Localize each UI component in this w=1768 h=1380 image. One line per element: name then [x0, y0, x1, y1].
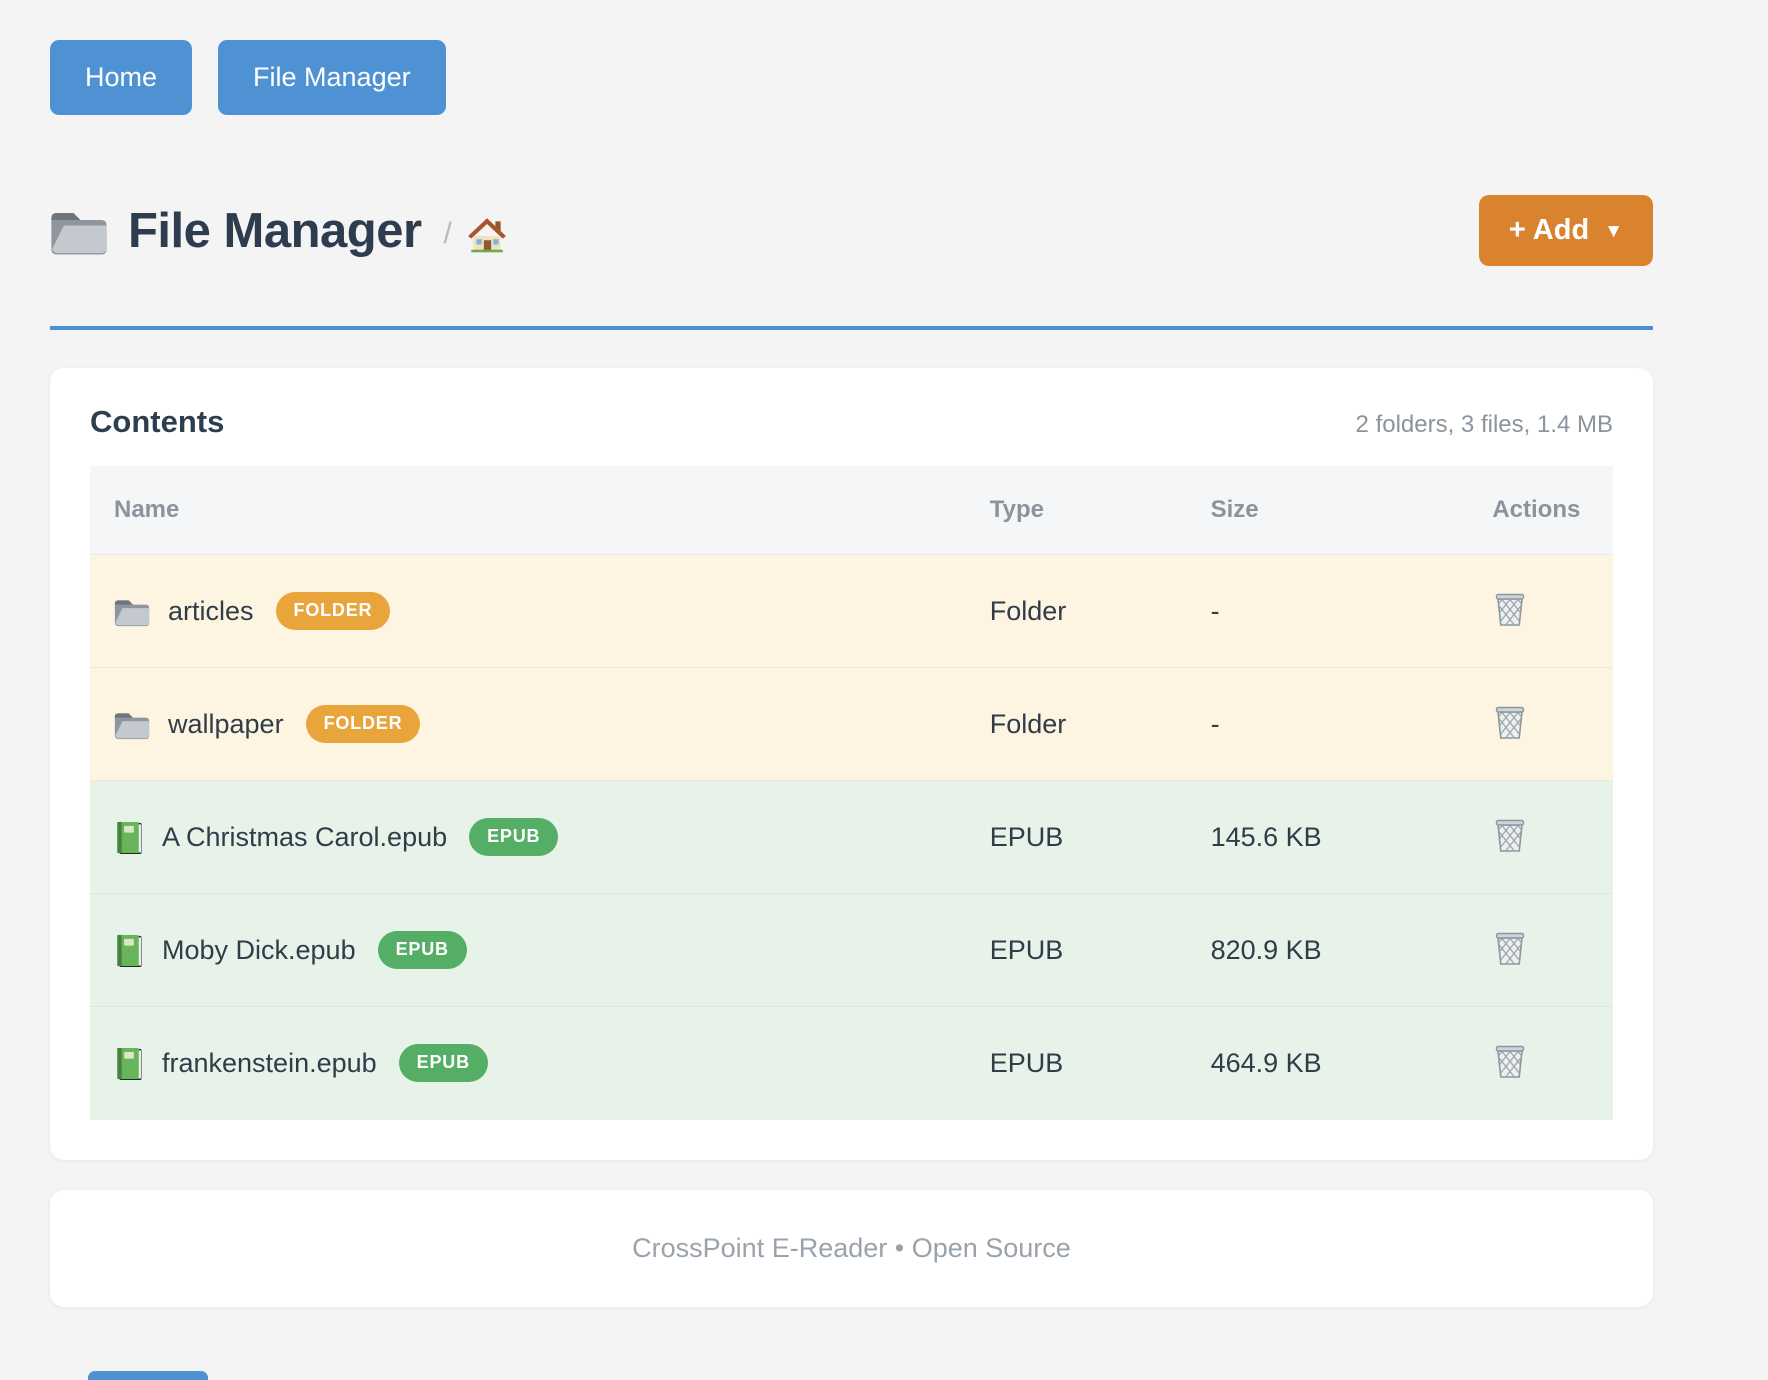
home-button[interactable]: Home: [50, 40, 193, 115]
item-badge: FOLDER: [305, 705, 421, 743]
item-type: Folder: [965, 554, 1187, 668]
caret-down-icon: ▼: [1604, 221, 1623, 242]
table-body: articles FOLDER Folder -: [90, 554, 1613, 1120]
item-badge: EPUB: [377, 931, 467, 969]
folder-icon: [114, 596, 150, 627]
item-badge: EPUB: [469, 818, 559, 856]
column-header-actions: Actions: [1468, 466, 1613, 555]
folder-icon: [114, 709, 150, 740]
page-title: File Manager: [128, 203, 422, 258]
item-type: EPUB: [965, 1006, 1187, 1120]
item-name[interactable]: articles: [168, 595, 254, 626]
column-header-size: Size: [1186, 466, 1469, 555]
column-header-type: Type: [965, 466, 1187, 555]
green-book-icon: [114, 933, 144, 968]
item-name[interactable]: A Christmas Carol.epub: [162, 821, 448, 852]
item-name[interactable]: wallpaper: [168, 708, 284, 739]
page-header: File Manager / + Add ▼: [50, 195, 1653, 266]
trash-icon[interactable]: [1492, 1041, 1528, 1081]
item-size: 145.6 KB: [1186, 780, 1469, 894]
table-header-row: Name Type Size Actions: [90, 466, 1613, 555]
add-button-label: + Add: [1508, 214, 1590, 246]
item-type: EPUB: [965, 893, 1187, 1007]
green-book-icon: [114, 1046, 144, 1081]
item-name[interactable]: frankenstein.epub: [162, 1047, 377, 1078]
folder-icon: [50, 206, 108, 256]
footer-card: CrossPoint E-Reader • Open Source: [50, 1189, 1653, 1307]
add-button[interactable]: + Add ▼: [1478, 195, 1653, 266]
table-row: wallpaper FOLDER Folder -: [90, 667, 1613, 781]
table-row: A Christmas Carol.epub EPUB EPUB 145.6 K…: [90, 780, 1613, 894]
contents-table: Name Type Size Actions: [90, 466, 1613, 1120]
trash-icon[interactable]: [1492, 928, 1528, 968]
contents-summary: 2 folders, 3 files, 1.4 MB: [1355, 411, 1613, 438]
home-icon[interactable]: [466, 214, 508, 256]
contents-card: Contents 2 folders, 3 files, 1.4 MB Name…: [50, 368, 1653, 1160]
title-divider: [50, 326, 1653, 330]
contents-heading: Contents: [90, 404, 225, 439]
item-size: 820.9 KB: [1186, 893, 1469, 1007]
file-manager-button[interactable]: File Manager: [218, 40, 446, 115]
table-row: Moby Dick.epub EPUB EPUB 820.9 KB: [90, 893, 1613, 1007]
column-header-name: Name: [90, 466, 966, 555]
trash-icon[interactable]: [1492, 702, 1528, 742]
table-row: articles FOLDER Folder -: [90, 554, 1613, 668]
table-row: frankenstein.epub EPUB EPUB 464.9 KB: [90, 1006, 1613, 1120]
green-book-icon: [114, 820, 144, 855]
item-badge: EPUB: [398, 1044, 488, 1083]
content-column: Home File Manager File Manager /: [50, 0, 1653, 1307]
footer-text: CrossPoint E-Reader • Open Source: [632, 1232, 1071, 1263]
item-type: EPUB: [965, 780, 1187, 894]
breadcrumb-separator: /: [443, 216, 452, 250]
cutoff-bottom-button[interactable]: [88, 1371, 208, 1380]
top-nav: Home File Manager: [50, 40, 1653, 115]
trash-icon[interactable]: [1492, 815, 1528, 855]
item-name[interactable]: Moby Dick.epub: [162, 934, 356, 965]
trash-icon[interactable]: [1492, 589, 1528, 629]
item-size: -: [1186, 554, 1469, 668]
contents-card-header: Contents 2 folders, 3 files, 1.4 MB: [90, 404, 1613, 440]
item-type: Folder: [965, 667, 1187, 781]
item-size: -: [1186, 667, 1469, 781]
item-badge: FOLDER: [275, 592, 391, 630]
item-size: 464.9 KB: [1186, 1006, 1469, 1120]
title-group: File Manager /: [50, 203, 508, 259]
